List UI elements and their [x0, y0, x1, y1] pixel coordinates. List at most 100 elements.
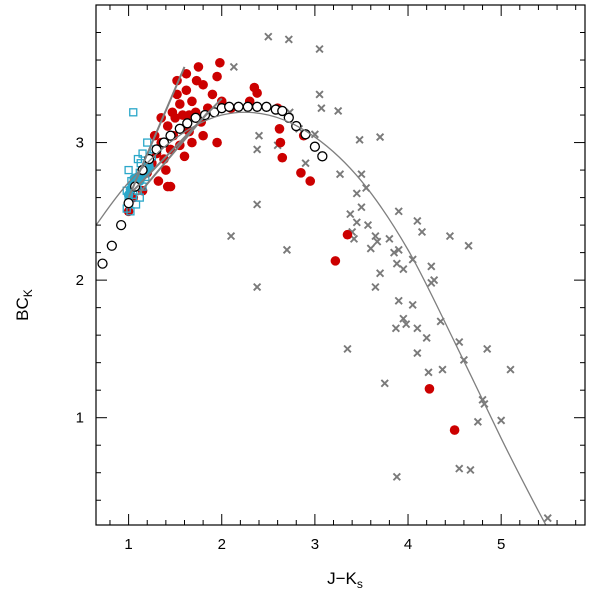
x-tick-label: 1 [124, 536, 132, 553]
cross-point [392, 472, 401, 481]
filled-point [296, 168, 306, 178]
cross-point [438, 365, 447, 374]
cross-point [497, 416, 506, 425]
open-circle-point [233, 101, 244, 112]
open-circle-point [317, 151, 328, 162]
filled-point [424, 384, 435, 394]
cross-point [229, 62, 238, 71]
filled-point [177, 110, 188, 120]
cross-point [413, 348, 422, 358]
filled-point [449, 425, 460, 435]
series-open-circle-4 [97, 101, 328, 269]
filled-point [198, 130, 208, 141]
cross-point [402, 320, 411, 329]
y-tick-label: 1 [76, 410, 84, 427]
filled-point [187, 96, 197, 107]
cross-point [310, 130, 319, 139]
filled-point [179, 151, 190, 162]
filled-point [305, 176, 316, 186]
filled-point [181, 85, 192, 96]
filled-point [187, 137, 197, 148]
cross-point [455, 337, 464, 347]
cross-point [346, 210, 355, 219]
cross-point [343, 344, 352, 353]
y-axis-title: BCK [13, 289, 35, 321]
square-point [143, 138, 152, 147]
filled-point [181, 68, 192, 79]
cross-point [417, 227, 427, 237]
cross-point [445, 232, 455, 241]
fit-line-2 [132, 97, 223, 192]
open-circle-point [251, 101, 263, 112]
cross-point [413, 216, 422, 226]
cross-point [392, 259, 401, 268]
cross-point [483, 344, 492, 353]
filled-point [215, 57, 225, 68]
cross-point [355, 135, 364, 144]
cross-point [334, 106, 343, 115]
cross-point [352, 218, 361, 227]
cross-point [371, 282, 380, 292]
cross-point [427, 262, 436, 271]
cross-point [394, 296, 403, 305]
axes: 1 2 3 4 5 1 2 3 [76, 4, 586, 553]
cross-point [301, 159, 310, 168]
open-circle-point [123, 197, 134, 209]
cross-point [422, 333, 431, 342]
filled-point [161, 165, 171, 175]
filled-point [191, 75, 202, 86]
square-point [129, 108, 138, 117]
square-point [138, 149, 147, 158]
filled-point [167, 107, 178, 118]
cross-point [466, 465, 475, 475]
cross-point [413, 324, 422, 333]
cross-point [376, 132, 385, 142]
open-circle-point [309, 141, 321, 152]
y-tick-label: 2 [76, 272, 84, 289]
x-tick-label: 5 [497, 536, 505, 553]
cross-point [284, 35, 293, 44]
cross-point [253, 282, 262, 292]
cross-point [430, 276, 439, 285]
cross-point [424, 368, 433, 377]
cross-point [335, 170, 345, 179]
filled-point [165, 181, 176, 192]
x-axis-title: J−Ks [327, 569, 363, 591]
open-circle-point [261, 101, 272, 112]
cross-point [315, 44, 324, 54]
open-circle-point [242, 101, 253, 112]
filled-point [275, 137, 286, 148]
cross-point [371, 232, 380, 241]
filled-point [252, 88, 262, 98]
cross-point [506, 365, 515, 374]
y-tick-label: 3 [76, 135, 84, 152]
fit-curve [96, 111, 547, 525]
cross-point [464, 241, 473, 250]
fit-line-0 [127, 66, 186, 198]
cross-point [543, 514, 552, 523]
cross-point [373, 237, 382, 246]
open-circle-point [277, 105, 288, 117]
cross-point [473, 417, 482, 426]
filled-point [162, 121, 173, 131]
cross-point [399, 314, 408, 323]
plot-area [96, 32, 552, 525]
filled-point [123, 206, 134, 217]
cross-point [253, 200, 262, 209]
filled-point [207, 89, 218, 100]
x-tick-label: 2 [218, 536, 226, 553]
cross-point [389, 248, 399, 257]
open-circle-point [182, 118, 193, 129]
cross-point [455, 464, 464, 473]
filled-point [165, 144, 176, 155]
x-tick-label: 3 [311, 536, 319, 553]
cross-point [385, 234, 394, 243]
cross-point [254, 131, 264, 140]
cross-point [399, 265, 408, 274]
cross-point [366, 244, 375, 253]
filled-point [153, 176, 164, 186]
square-point [124, 165, 133, 175]
cross-point [408, 300, 417, 309]
cross-point [282, 245, 292, 254]
